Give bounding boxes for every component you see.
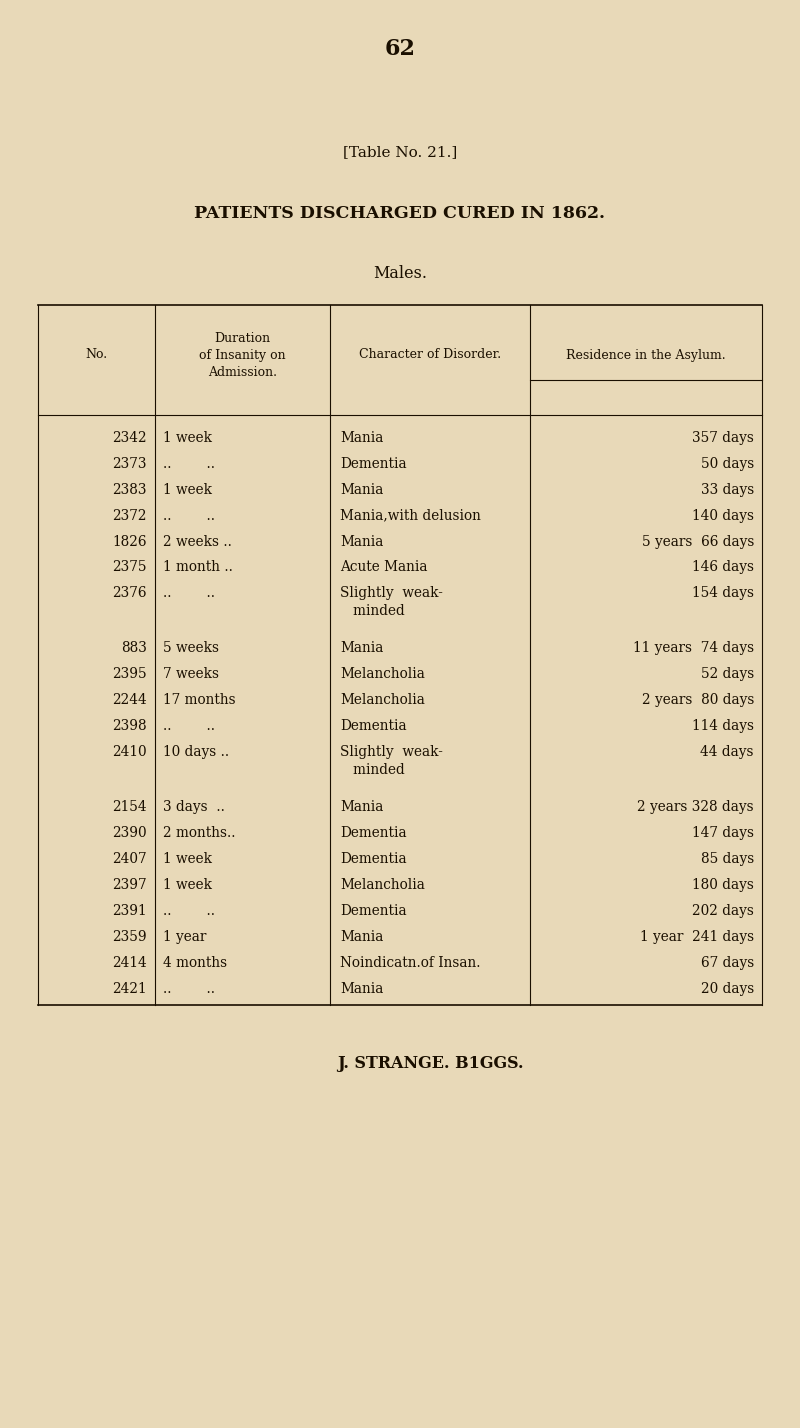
Text: Dementia: Dementia: [340, 851, 406, 865]
Text: 62: 62: [385, 39, 415, 60]
Text: 2376: 2376: [113, 587, 147, 600]
Text: 5 years  66 days: 5 years 66 days: [642, 534, 754, 548]
Text: 7 weeks: 7 weeks: [163, 667, 219, 681]
Text: 2375: 2375: [113, 560, 147, 574]
Text: 2373: 2373: [113, 457, 147, 471]
Text: Dementia: Dementia: [340, 825, 406, 840]
Text: ..        ..: .. ..: [163, 904, 215, 918]
Text: Mania,with delusion: Mania,with delusion: [340, 508, 481, 523]
Text: 2391: 2391: [112, 904, 147, 918]
Text: 2 years  80 days: 2 years 80 days: [642, 693, 754, 707]
Text: [Table No. 21.]: [Table No. 21.]: [343, 146, 457, 159]
Text: 2421: 2421: [112, 981, 147, 995]
Text: 50 days: 50 days: [701, 457, 754, 471]
Text: 2 years 328 days: 2 years 328 days: [638, 800, 754, 814]
Text: Mania: Mania: [340, 641, 383, 655]
Text: Acute Mania: Acute Mania: [340, 560, 427, 574]
Text: Mania: Mania: [340, 981, 383, 995]
Text: 2410: 2410: [112, 745, 147, 760]
Text: Mania: Mania: [340, 431, 383, 444]
Text: 1 year: 1 year: [163, 930, 206, 944]
Text: 147 days: 147 days: [692, 825, 754, 840]
Text: Dementia: Dementia: [340, 720, 406, 733]
Text: 2397: 2397: [112, 878, 147, 891]
Text: 2398: 2398: [112, 720, 147, 733]
Text: 2154: 2154: [112, 800, 147, 814]
Text: 2 months..: 2 months..: [163, 825, 235, 840]
Text: 202 days: 202 days: [692, 904, 754, 918]
Text: 20 days: 20 days: [701, 981, 754, 995]
Text: 2342: 2342: [112, 431, 147, 444]
Text: 3 days  ..: 3 days ..: [163, 800, 225, 814]
Text: 33 days: 33 days: [701, 483, 754, 497]
Text: 2407: 2407: [112, 851, 147, 865]
Text: 52 days: 52 days: [701, 667, 754, 681]
Text: 2359: 2359: [112, 930, 147, 944]
Text: ..        ..: .. ..: [163, 587, 215, 600]
Text: 2414: 2414: [112, 955, 147, 970]
Text: Residence in the Asylum.: Residence in the Asylum.: [566, 348, 726, 361]
Text: Melancholia: Melancholia: [340, 878, 425, 891]
Text: 1 week: 1 week: [163, 878, 212, 891]
Text: 1 week: 1 week: [163, 851, 212, 865]
Text: ..        ..: .. ..: [163, 508, 215, 523]
Text: 11 years  74 days: 11 years 74 days: [633, 641, 754, 655]
Text: Character of Disorder.: Character of Disorder.: [359, 348, 501, 361]
Text: Duration
of Insanity on
Admission.: Duration of Insanity on Admission.: [199, 331, 286, 378]
Text: Mania: Mania: [340, 483, 383, 497]
Text: 1 week: 1 week: [163, 483, 212, 497]
Text: J. STRANGE. B1GGS.: J. STRANGE. B1GGS.: [337, 1055, 523, 1072]
Text: Dementia: Dementia: [340, 457, 406, 471]
Text: Slightly  weak-
   minded: Slightly weak- minded: [340, 745, 443, 777]
Text: 140 days: 140 days: [692, 508, 754, 523]
Text: Mania: Mania: [340, 800, 383, 814]
Text: 357 days: 357 days: [692, 431, 754, 444]
Text: 883: 883: [121, 641, 147, 655]
Text: 4 months: 4 months: [163, 955, 227, 970]
Text: 2383: 2383: [113, 483, 147, 497]
Text: Melancholia: Melancholia: [340, 667, 425, 681]
Text: 1 year  241 days: 1 year 241 days: [640, 930, 754, 944]
Text: 44 days: 44 days: [701, 745, 754, 760]
Text: Slightly  weak-
   minded: Slightly weak- minded: [340, 587, 443, 618]
Text: 2372: 2372: [113, 508, 147, 523]
Text: Males.: Males.: [373, 266, 427, 281]
Text: 180 days: 180 days: [692, 878, 754, 891]
Text: 1826: 1826: [113, 534, 147, 548]
Text: 2390: 2390: [112, 825, 147, 840]
Text: Mania: Mania: [340, 534, 383, 548]
Text: 2244: 2244: [112, 693, 147, 707]
Text: 2395: 2395: [112, 667, 147, 681]
Text: 1 month ..: 1 month ..: [163, 560, 233, 574]
Text: Noindicatn.of Insan.: Noindicatn.of Insan.: [340, 955, 481, 970]
Text: 154 days: 154 days: [692, 587, 754, 600]
Text: 85 days: 85 days: [701, 851, 754, 865]
Text: PATIENTS DISCHARGED CURED IN 1862.: PATIENTS DISCHARGED CURED IN 1862.: [194, 206, 606, 221]
Text: 1 week: 1 week: [163, 431, 212, 444]
Text: 146 days: 146 days: [692, 560, 754, 574]
Text: Melancholia: Melancholia: [340, 693, 425, 707]
Text: 17 months: 17 months: [163, 693, 236, 707]
Text: ..        ..: .. ..: [163, 720, 215, 733]
Text: 67 days: 67 days: [701, 955, 754, 970]
Text: 2 weeks ..: 2 weeks ..: [163, 534, 232, 548]
Text: ..        ..: .. ..: [163, 981, 215, 995]
Text: Dementia: Dementia: [340, 904, 406, 918]
Text: ..        ..: .. ..: [163, 457, 215, 471]
Text: 10 days ..: 10 days ..: [163, 745, 229, 760]
Text: No.: No.: [86, 348, 107, 361]
Text: 114 days: 114 days: [692, 720, 754, 733]
Text: Mania: Mania: [340, 930, 383, 944]
Text: 5 weeks: 5 weeks: [163, 641, 219, 655]
